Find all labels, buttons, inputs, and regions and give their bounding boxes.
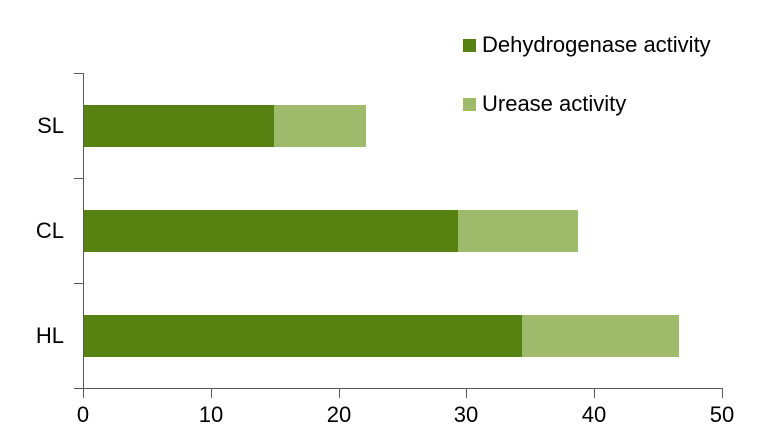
bar-segment-dehydrogenase-cl [84, 210, 458, 252]
x-axis-tick [339, 389, 340, 398]
x-axis-tick-label: 0 [76, 402, 90, 427]
y-axis-label-cl: CL [35, 218, 64, 243]
y-axis-line [83, 73, 84, 388]
bar-segment-urease-cl [458, 210, 579, 252]
y-axis-label-sl: SL [37, 113, 64, 138]
bar-segment-dehydrogenase-sl [84, 105, 274, 147]
y-axis-tick [74, 283, 83, 284]
x-axis-tick [211, 389, 212, 398]
x-axis-tick [594, 389, 595, 398]
x-axis-tick-label: 30 [453, 402, 479, 427]
x-axis-line [83, 388, 723, 389]
bar-segment-urease-hl [522, 315, 680, 357]
x-axis-tick-label: 20 [326, 402, 352, 427]
y-axis-label-hl: HL [35, 323, 64, 348]
y-axis-tick [74, 388, 83, 389]
x-axis-tick [722, 389, 723, 398]
y-axis-tick [74, 178, 83, 179]
x-axis-tick-label: 50 [709, 402, 735, 427]
x-axis-tick [83, 389, 84, 398]
y-axis-tick [74, 73, 83, 74]
bar-segment-urease-sl [274, 105, 367, 147]
x-axis-tick [466, 389, 467, 398]
x-axis-tick-label: 10 [198, 402, 224, 427]
bar-segment-dehydrogenase-hl [84, 315, 522, 357]
x-axis-tick-label: 40 [581, 402, 607, 427]
